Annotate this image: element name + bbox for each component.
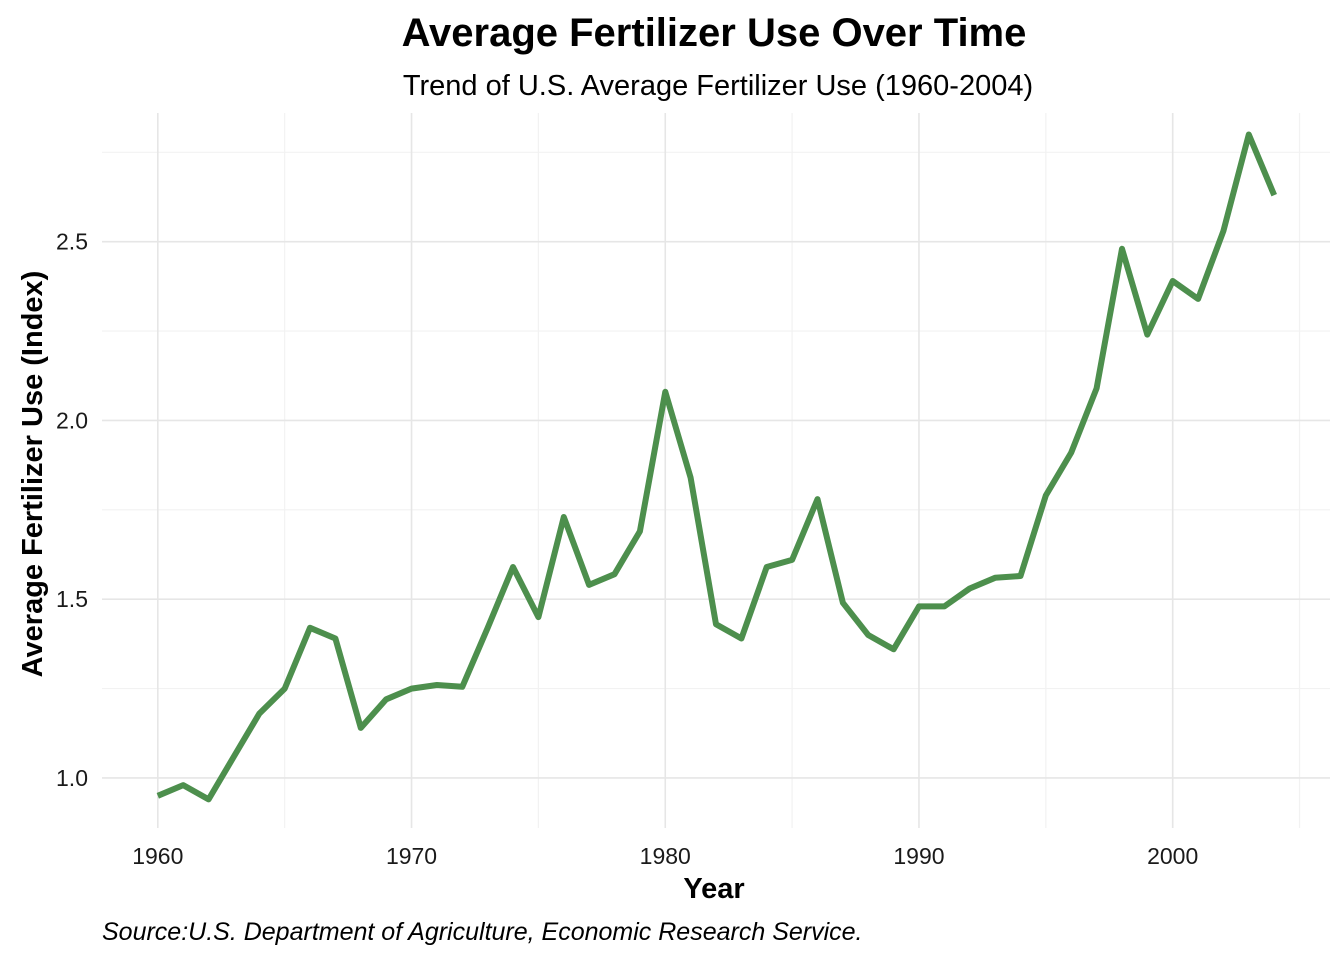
x-tick-label: 1960 xyxy=(132,843,183,869)
x-tick-label: 2000 xyxy=(1147,843,1198,869)
y-tick-label: 2.5 xyxy=(56,229,88,255)
y-tick-label: 1.5 xyxy=(56,586,88,612)
x-tick-label: 1980 xyxy=(640,843,691,869)
series-line xyxy=(156,131,1277,803)
series-layer xyxy=(156,131,1277,803)
minor-gridlines xyxy=(102,113,1330,828)
x-tick-label: 1970 xyxy=(386,843,437,869)
major-gridlines xyxy=(102,113,1330,828)
y-tick-label: 1.0 xyxy=(56,765,88,791)
source-caption: Source:U.S. Department of Agriculture, E… xyxy=(102,918,863,946)
x-axis-title: Year xyxy=(683,873,744,905)
y-axis-ticks: 1.0 1.5 2.0 2.5 xyxy=(56,229,88,791)
chart-title: Average Fertilizer Use Over Time xyxy=(402,11,1027,55)
x-tick-label: 1990 xyxy=(893,843,944,869)
x-axis-ticks: 1960 1970 1980 1990 2000 xyxy=(132,843,1198,869)
y-tick-label: 2.0 xyxy=(56,407,88,433)
y-axis-title: Average Fertilizer Use (Index) xyxy=(17,271,49,678)
chart-subtitle: Trend of U.S. Average Fertilizer Use (19… xyxy=(403,70,1033,102)
